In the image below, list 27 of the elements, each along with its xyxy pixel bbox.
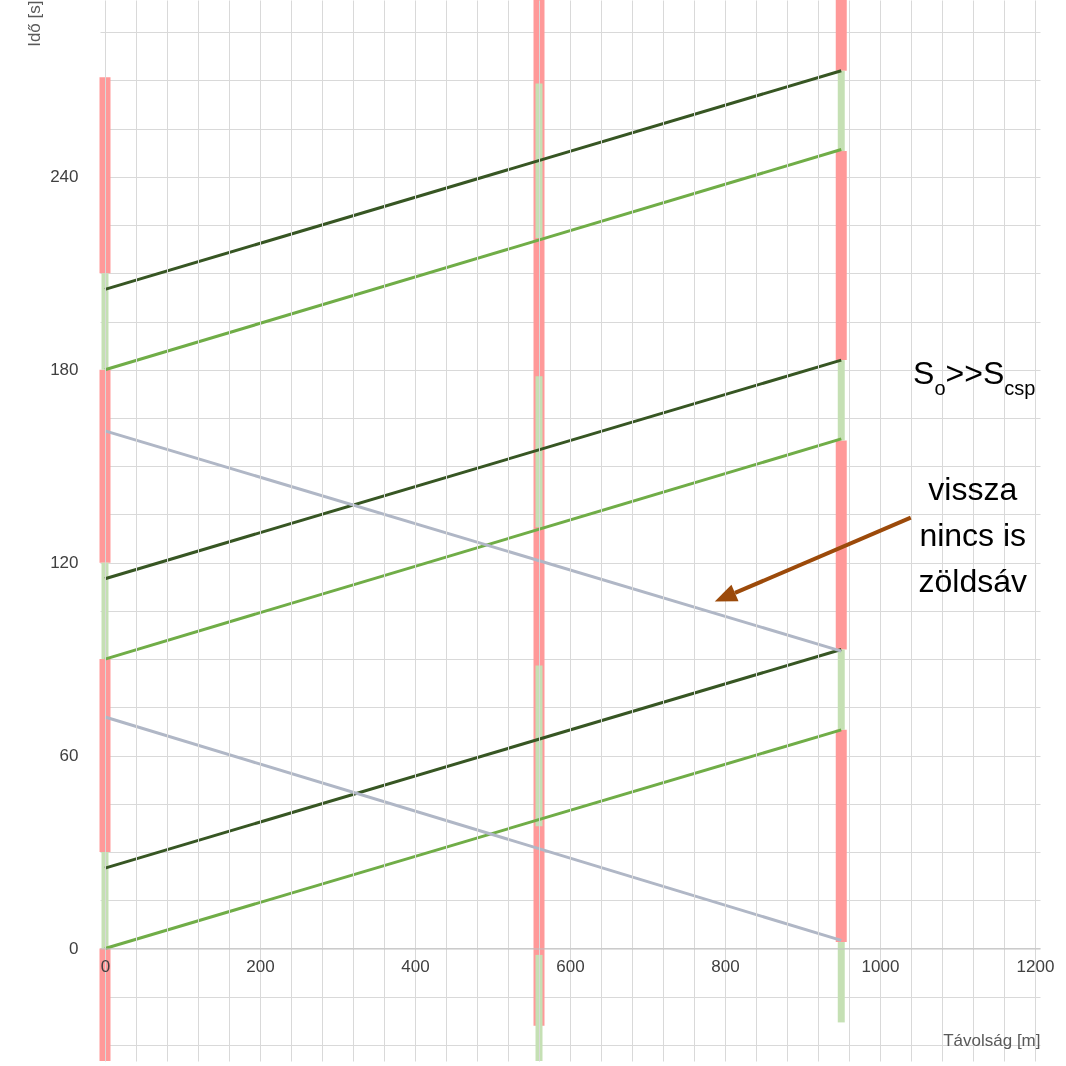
y-axis-title: Idő [s]: [25, 0, 45, 47]
bar: [835, 0, 847, 71]
bar: [99, 77, 111, 274]
y-tick-label: 180: [50, 360, 79, 380]
bar: [99, 659, 111, 853]
x-tick-label: 0: [100, 956, 111, 976]
x-tick-label: 600: [556, 956, 585, 976]
x-tick-label: 1200: [1016, 956, 1055, 976]
bar: [837, 360, 845, 441]
x-tick-label: 400: [401, 956, 430, 976]
bar: [99, 369, 111, 563]
y-tick-label: 120: [50, 553, 79, 573]
x-tick-label: 800: [711, 956, 740, 976]
bar: [837, 70, 845, 152]
bar: [835, 729, 847, 943]
bar: [837, 649, 845, 730]
x-tick-label: 1000: [861, 956, 900, 976]
x-tick-label: 200: [246, 956, 275, 976]
x-axis-title: Távolság [m]: [943, 1030, 1041, 1050]
y-tick-label: 0: [69, 938, 79, 958]
bar: [837, 942, 845, 1023]
annotation: S$_{o}$>>S$_{csp}$: [913, 355, 1036, 400]
y-tick-label: 60: [59, 746, 79, 766]
bar: [835, 151, 847, 361]
annotation: vissza nincs is zöldsáv: [918, 470, 1028, 599]
y-tick-label: 240: [50, 167, 79, 187]
bar: [835, 440, 847, 650]
